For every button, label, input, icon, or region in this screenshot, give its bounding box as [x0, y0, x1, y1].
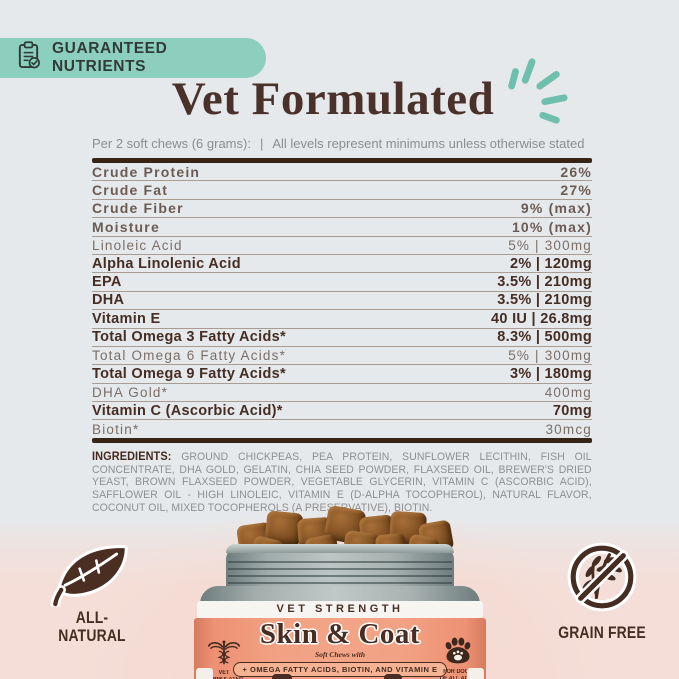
- note-divider: |: [259, 136, 264, 151]
- nutrient-label: Total Omega 6 Fatty Acids*: [92, 348, 287, 364]
- jar-neck-ridges: [226, 544, 454, 590]
- leaf-icon: [48, 545, 136, 609]
- nutrient-value: 5% | 300mg: [508, 237, 592, 253]
- for-dogs-badge: FOR DOGS OF ALL AGES: [433, 637, 483, 679]
- nutrient-value: 70mg: [552, 402, 592, 419]
- table-row: Total Omega 3 Fatty Acids* 8.3% | 500mg: [92, 329, 592, 347]
- grain-free-badge: GRAIN FREE: [548, 538, 656, 642]
- nutrient-label: Alpha Linolenic Acid: [92, 255, 241, 272]
- product-name: Skin & Coat: [259, 618, 421, 650]
- vet-formulated-line1: VET: [218, 670, 230, 676]
- table-row: Vitamin C (Ascorbic Acid)* 70mg: [92, 402, 592, 421]
- nutrient-value: 10% (max): [511, 218, 592, 235]
- nutrient-value: 3.5% | 210mg: [497, 274, 592, 291]
- nutrient-label: Biotin*: [92, 421, 140, 437]
- table-row: DHA Gold* 400mg: [92, 384, 592, 403]
- table-row: Crude Fat 27%: [92, 181, 592, 200]
- nutrient-label: Total Omega 9 Fatty Acids*: [92, 365, 286, 382]
- table-row: Crude Fiber 9% (max): [92, 200, 592, 219]
- grain-free-label: GRAIN FREE: [558, 623, 646, 642]
- nutrient-label: DHA Gold*: [92, 384, 169, 400]
- page-title: Vet Formulated: [171, 73, 495, 125]
- label-art-cutoff: [272, 674, 292, 679]
- nutrient-value: 40 IU | 26.8mg: [491, 310, 592, 327]
- for-dogs-line1: FOR DOGS: [443, 669, 473, 675]
- table-top-rule: [92, 158, 592, 163]
- minimums-disclaimer: All levels represent minimums unless oth…: [272, 136, 585, 151]
- nutrient-value: 5% | 300mg: [508, 348, 592, 364]
- vet-formulated-badge: VET FORMULATED: [199, 639, 249, 679]
- vet-formulated-line2: FORMULATED: [201, 677, 247, 679]
- all-natural-label-line1: ALL-: [75, 608, 109, 627]
- caduceus-icon: [206, 640, 242, 669]
- nutrient-value: 3.5% | 210mg: [497, 292, 592, 309]
- table-row: Biotin* 30mcg: [92, 420, 592, 437]
- ingredients-list: GROUND CHICKPEAS, PEA PROTEIN, SUNFLOWER…: [92, 451, 592, 514]
- table-row: Vitamin E 40 IU | 26.8mg: [92, 310, 592, 329]
- nutrient-value: 8.3% | 500mg: [497, 329, 592, 346]
- label-art-cutoff: [384, 674, 402, 679]
- nutrient-label: Crude Protein: [92, 163, 201, 180]
- serving-size: Per 2 soft chews (6 grams):: [92, 136, 251, 151]
- guaranteed-nutrients-label: GUARANTEED NUTRIENTS: [52, 40, 168, 75]
- nutrient-label: Linoleic Acid: [92, 237, 183, 253]
- table-row: DHA 3.5% | 210mg: [92, 292, 592, 311]
- jar-strength-band: VET STRENGTH: [197, 601, 483, 618]
- nutrient-value: 27%: [560, 182, 592, 199]
- table-row: Total Omega 6 Fatty Acids* 5% | 300mg: [92, 347, 592, 366]
- nutrient-value: 3% | 180mg: [509, 365, 592, 382]
- nutrient-label: DHA: [92, 292, 125, 309]
- nutrient-value: 400mg: [544, 384, 592, 400]
- product-subtitle: Soft Chews with: [314, 650, 366, 659]
- serving-note: Per 2 soft chews (6 grams): | All levels…: [92, 136, 592, 151]
- all-natural-label-line2: NATURAL: [58, 626, 126, 645]
- nutrition-table: Crude Protein 26% Crude Fat 27% Crude Fiber 9…: [92, 158, 592, 443]
- table-row: Alpha Linolenic Acid 2% | 120mg: [92, 255, 592, 274]
- ingredients-heading: INGREDIENTS:: [92, 451, 172, 463]
- nutrition-rows: Crude Protein 26% Crude Fat 27% Crude Fiber 9…: [92, 163, 592, 438]
- nutrient-label: Total Omega 3 Fatty Acids*: [92, 329, 286, 346]
- nutrient-value: 9% (max): [520, 200, 592, 217]
- nutrient-label: Moisture: [92, 218, 160, 235]
- nutrient-label: Vitamin C (Ascorbic Acid)*: [92, 402, 283, 419]
- nutrient-value: 30mcg: [545, 421, 592, 437]
- label-edge-right: [467, 668, 484, 679]
- table-row: Total Omega 9 Fatty Acids* 3% | 180mg: [92, 365, 592, 384]
- nutrient-label: Crude Fiber: [92, 200, 184, 217]
- grain-free-icon: [563, 542, 641, 620]
- sparkle-icon: [498, 54, 570, 133]
- all-natural-badge: ALL- NATURAL: [42, 542, 142, 645]
- table-row: Linoleic Acid 5% | 300mg: [92, 237, 592, 255]
- for-dogs-line2: OF ALL AGES: [439, 675, 477, 679]
- ingredients-paragraph: INGREDIENTS: GROUND CHICKPEAS, PEA PROTE…: [92, 451, 592, 515]
- table-row: Moisture 10% (max): [92, 218, 592, 237]
- table-bottom-rule: [92, 437, 592, 443]
- nutrient-label: Crude Fat: [92, 182, 169, 199]
- label-edge-left: [196, 668, 213, 679]
- nutrient-label: Vitamin E: [92, 310, 161, 327]
- guaranteed-nutrients-badge: GUARANTEED NUTRIENTS: [0, 38, 266, 78]
- nutrient-label: EPA: [92, 274, 122, 291]
- table-row: Crude Protein 26%: [92, 163, 592, 182]
- table-row: EPA 3.5% | 210mg: [92, 273, 592, 292]
- clipboard-check-icon: [16, 41, 41, 75]
- nutrient-value: 26%: [560, 163, 592, 180]
- omega-benefits-pill: + OMEGA FATTY ACIDS, BIOTIN, AND VITAMIN…: [232, 662, 448, 677]
- paw-icon: [443, 637, 473, 668]
- nutrient-value: 2% | 120mg: [509, 255, 592, 272]
- jar-label: Skin & Coat Soft Chews with + OMEGA FATT…: [194, 618, 486, 679]
